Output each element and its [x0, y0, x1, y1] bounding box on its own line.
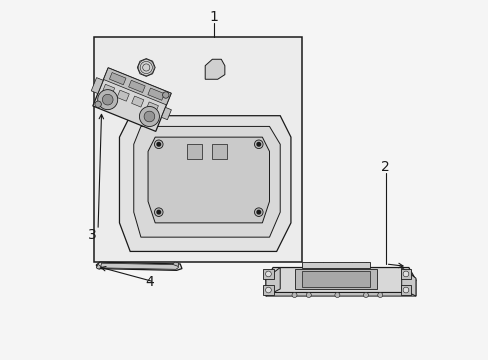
Polygon shape — [265, 267, 280, 296]
Bar — [263, 285, 273, 296]
Text: 4: 4 — [145, 275, 154, 289]
Circle shape — [163, 92, 169, 98]
Polygon shape — [134, 126, 280, 237]
Polygon shape — [301, 262, 369, 267]
Polygon shape — [212, 144, 226, 158]
Circle shape — [377, 293, 382, 297]
Polygon shape — [131, 96, 143, 107]
Circle shape — [257, 210, 260, 214]
Polygon shape — [119, 116, 290, 251]
Polygon shape — [102, 84, 115, 95]
Bar — [400, 285, 410, 296]
Polygon shape — [172, 262, 178, 266]
Polygon shape — [137, 59, 155, 76]
Circle shape — [291, 293, 296, 297]
Circle shape — [334, 293, 339, 297]
Polygon shape — [187, 144, 201, 158]
Circle shape — [257, 143, 260, 146]
Circle shape — [254, 208, 263, 216]
Text: 2: 2 — [381, 161, 389, 175]
Circle shape — [154, 208, 163, 216]
Circle shape — [139, 107, 159, 126]
Polygon shape — [91, 78, 103, 94]
Polygon shape — [161, 107, 171, 120]
Bar — [94, 37, 301, 262]
Bar — [263, 269, 273, 279]
Polygon shape — [265, 267, 415, 293]
Circle shape — [402, 271, 408, 277]
Circle shape — [254, 140, 263, 149]
Circle shape — [305, 293, 311, 297]
Circle shape — [144, 111, 155, 122]
Polygon shape — [401, 267, 415, 296]
Polygon shape — [96, 262, 182, 270]
Circle shape — [157, 143, 160, 146]
Polygon shape — [301, 271, 369, 287]
Polygon shape — [148, 137, 269, 223]
Polygon shape — [146, 102, 158, 113]
Polygon shape — [294, 269, 376, 289]
Polygon shape — [93, 68, 171, 131]
Polygon shape — [265, 280, 415, 296]
Circle shape — [402, 287, 408, 293]
Circle shape — [154, 140, 163, 149]
Text: 1: 1 — [209, 10, 218, 24]
Polygon shape — [128, 80, 145, 93]
Circle shape — [157, 210, 160, 214]
Circle shape — [265, 271, 271, 277]
Polygon shape — [117, 90, 129, 101]
Polygon shape — [147, 88, 164, 100]
Text: 3: 3 — [88, 228, 97, 242]
Polygon shape — [109, 72, 126, 85]
Polygon shape — [103, 68, 171, 105]
Circle shape — [265, 287, 271, 293]
Polygon shape — [101, 263, 178, 269]
Polygon shape — [205, 59, 224, 79]
Polygon shape — [96, 264, 101, 269]
Bar — [400, 269, 410, 279]
Circle shape — [95, 101, 101, 108]
Circle shape — [363, 293, 367, 297]
Circle shape — [98, 90, 118, 110]
Circle shape — [102, 94, 113, 105]
